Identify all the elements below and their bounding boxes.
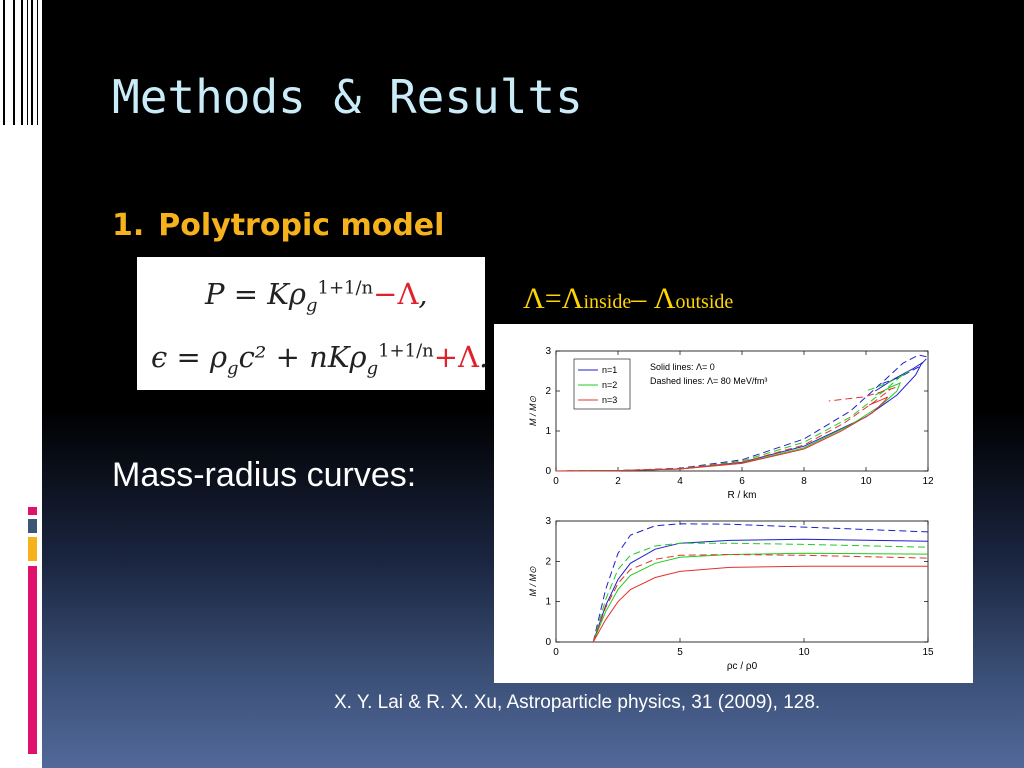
pressure-equation: P = Kρg1+1/n−Λ, [205,277,428,316]
legend-label: n=2 [602,380,617,390]
x-tick-label: 5 [677,647,683,658]
mass-radius-caption: Mass-radius curves: [112,456,417,494]
annotation-solid-lines: Solid lines: Λ= 0 [650,362,715,372]
side-line [21,0,23,125]
series-line-n3-dashed [592,553,929,643]
side-line [37,0,38,125]
y-tick-label: 1 [545,597,551,608]
y-tick-label: 0 [545,637,551,648]
series-line-n1-solid [592,538,929,643]
accent-stripe-gold [28,537,37,561]
y-tick-label: 0 [545,466,551,477]
citation: X. Y. Lai & R. X. Xu, Astroparticle phys… [334,692,821,713]
series-line-n1-dashed [592,523,929,643]
series-line-n2-dashed [592,542,929,643]
legend-label: n=1 [602,365,617,375]
y-tick-label: 3 [545,516,551,527]
series-line-n3-dashed [555,386,898,472]
section-title: Polytropic model [158,208,445,243]
slide-title: Methods & Results [112,70,583,124]
y-tick-label: 1 [545,426,551,437]
x-tick-label: 12 [922,476,934,487]
side-line [13,0,15,125]
accent-stripe-magenta [28,507,37,515]
x-tick-label: 0 [553,476,559,487]
legend-label: n=3 [602,395,617,405]
annotation-dashed-lines: Dashed lines: Λ= 80 MeV/fm³ [650,376,767,386]
side-line [31,0,33,125]
accent-stripe-blue [28,519,37,533]
y-axis-label: M / M⊙ [528,566,538,596]
side-line [27,0,28,125]
chart-panel: 0 2 4 6 8 10 12 0 1 2 3 R / km M / M⊙ n=1 n=2 n=3 Solid … [494,324,973,683]
x-tick-label: 10 [860,476,872,487]
section-number: 1. [112,208,145,243]
equations-box: P = Kρg1+1/n−Λ, ϵ = ρgc² + nKρg1+1/n+Λ. [137,257,489,390]
section-heading: 1. Polytropic model [112,208,444,243]
x-tick-label: 15 [922,647,934,658]
x-axis-label: R / km [728,490,757,501]
x-tick-label: 6 [739,476,745,487]
series-line-n3-solid [592,565,928,643]
y-tick-label: 2 [545,556,551,567]
side-line [3,0,5,125]
x-tick-label: 10 [798,647,810,658]
x-tick-label: 0 [553,647,559,658]
x-tick-label: 2 [615,476,621,487]
y-tick-label: 2 [545,386,551,397]
accent-stripe-long [28,566,37,754]
energy-density-equation: ϵ = ρgc² + nKρg1+1/n+Λ. [151,340,489,379]
series-line-n2-solid [592,552,929,643]
x-axis-label: ρc / ρ0 [727,661,758,672]
slide-side-bar [0,0,42,768]
plot-area-2 [555,520,929,643]
y-tick-label: 3 [545,346,551,357]
legend-box [573,358,631,410]
y-axis-label: M / M⊙ [528,396,538,426]
lambda-definition: Λ=Λinside– Λoutside [523,282,734,315]
x-tick-label: 8 [801,476,807,487]
x-tick-label: 4 [677,476,683,487]
